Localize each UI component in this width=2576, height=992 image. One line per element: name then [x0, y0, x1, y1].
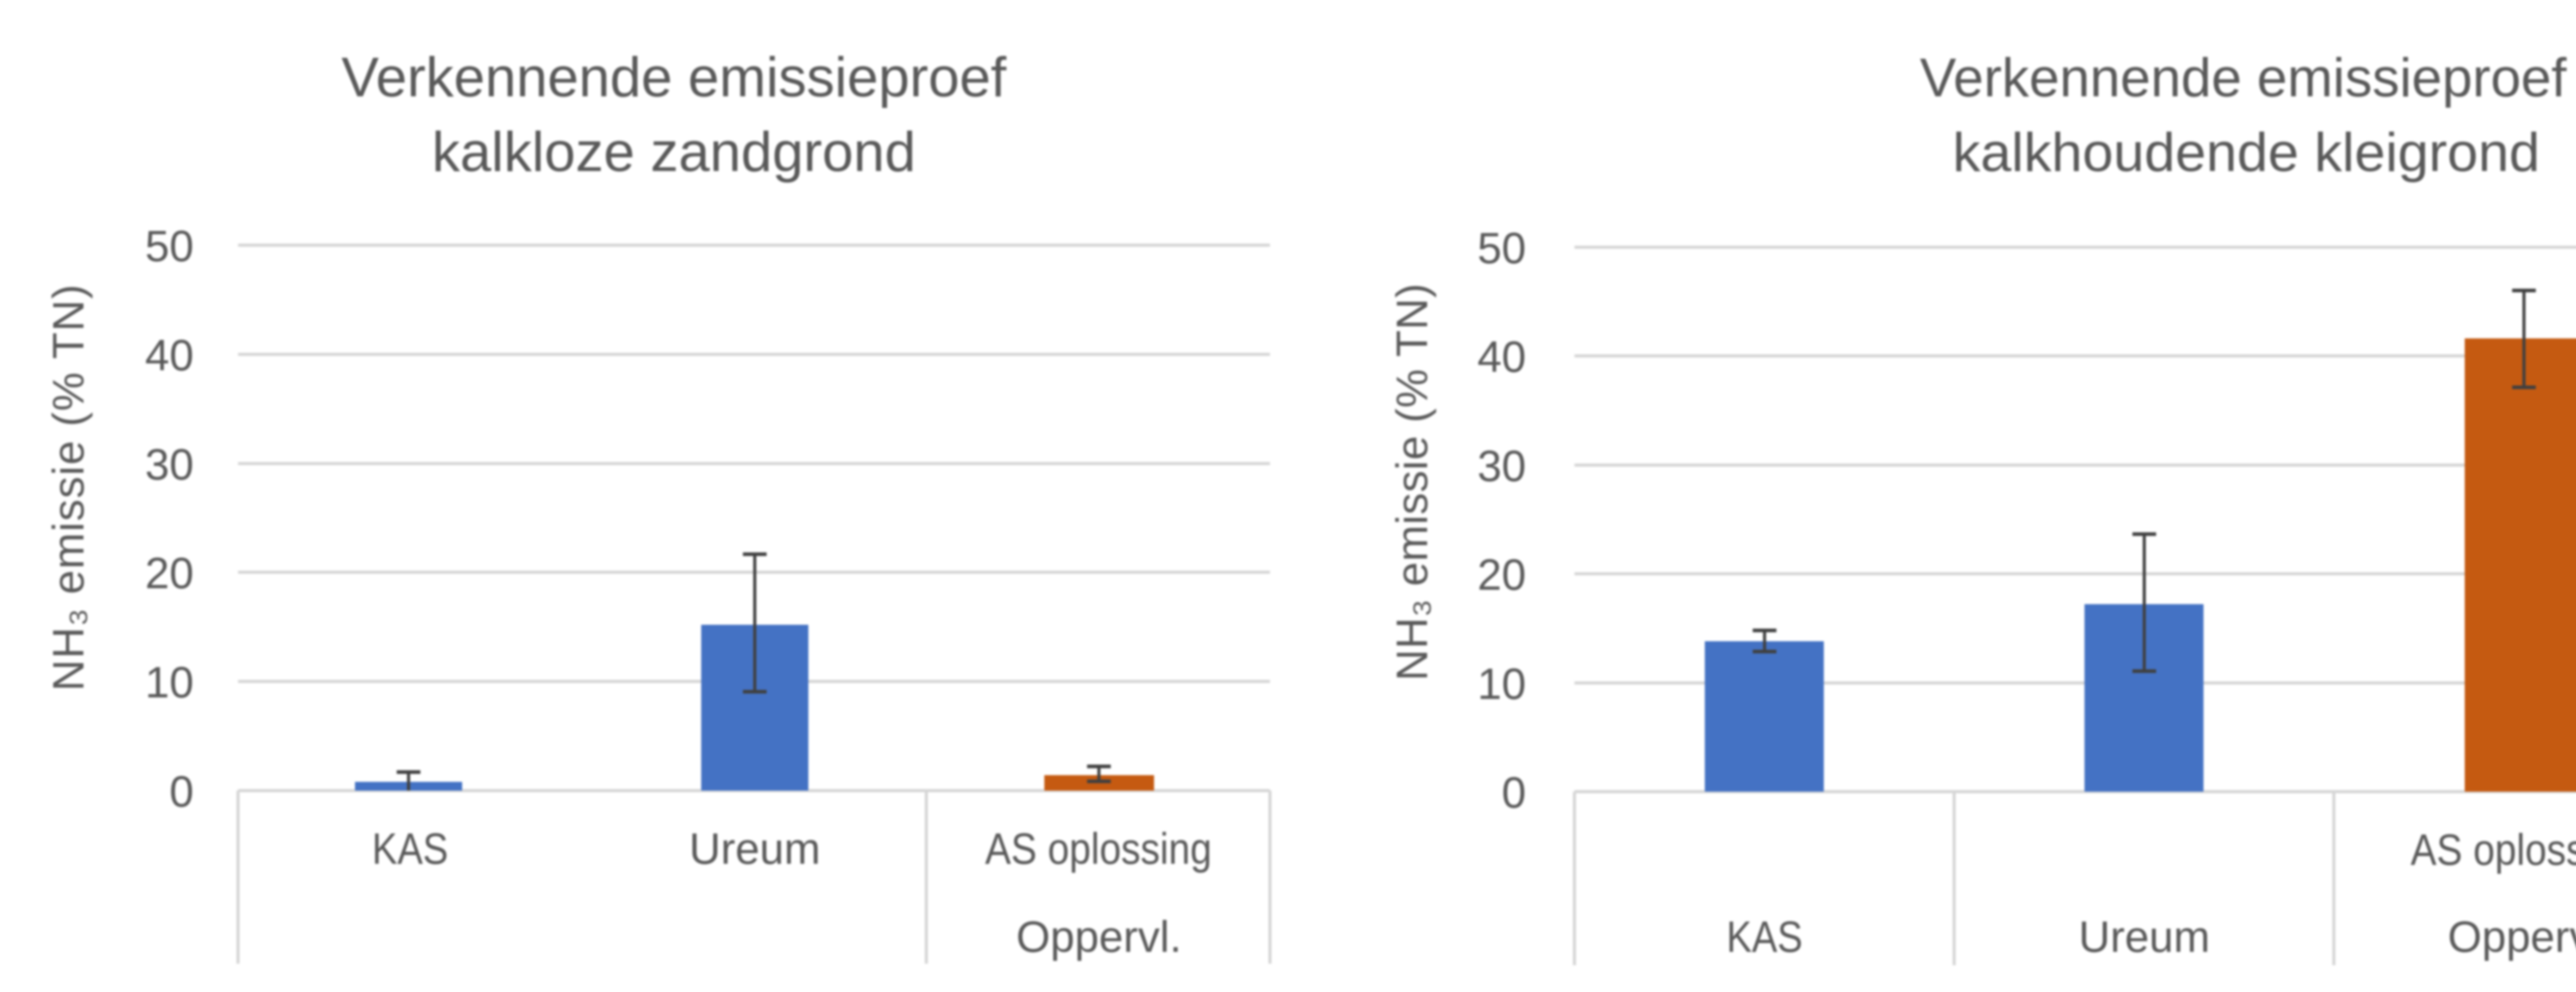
svg-text:kalkloze zandgrond: kalkloze zandgrond: [432, 121, 916, 183]
svg-text:30: 30: [1477, 442, 1526, 491]
svg-text:20: 20: [145, 549, 194, 598]
svg-text:Opperv.: Opperv.: [2448, 913, 2576, 962]
svg-text:kalkhoudende kleigrond: kalkhoudende kleigrond: [1953, 122, 2540, 183]
svg-text:50: 50: [1477, 224, 1526, 273]
svg-text:NH₃ emissie (% TN): NH₃ emissie (% TN): [44, 284, 93, 691]
svg-text:0: 0: [170, 767, 194, 816]
svg-text:0: 0: [1502, 768, 1526, 817]
svg-text:50: 50: [145, 222, 194, 271]
svg-text:30: 30: [145, 440, 194, 489]
svg-text:NH₃ emissie (% TN): NH₃ emissie (% TN): [1388, 283, 1437, 681]
svg-text:AS oplossing: AS oplossing: [2411, 826, 2576, 875]
svg-text:AS oplossing: AS oplossing: [985, 825, 1212, 874]
svg-text:Oppervl.: Oppervl.: [1016, 913, 1181, 962]
svg-text:10: 10: [145, 658, 194, 707]
svg-text:KAS: KAS: [1726, 913, 1803, 962]
svg-text:40: 40: [145, 331, 194, 380]
svg-text:KAS: KAS: [372, 825, 448, 874]
svg-text:10: 10: [1477, 660, 1526, 709]
svg-text:40: 40: [1477, 333, 1526, 382]
svg-text:Verkennende emissieproef: Verkennende emissieproef: [342, 46, 1007, 109]
svg-text:Ureum: Ureum: [2078, 913, 2210, 962]
svg-text:20: 20: [1477, 551, 1526, 600]
svg-text:Verkennende emissieproef: Verkennende emissieproef: [1920, 47, 2567, 108]
svg-text:Ureum: Ureum: [689, 825, 820, 874]
